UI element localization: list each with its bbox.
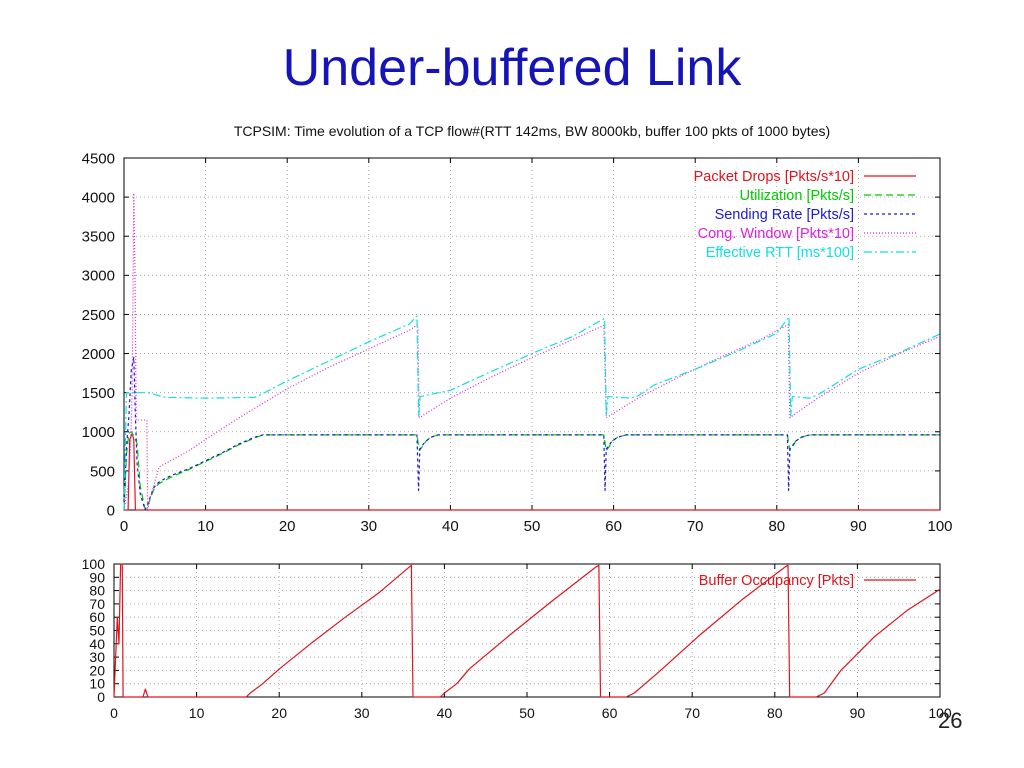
x-tick-label: 10	[197, 518, 214, 535]
x-tick-label: 20	[271, 705, 287, 721]
x-tick-label: 30	[354, 705, 370, 721]
x-tick-label: 70	[687, 518, 704, 535]
legend-label: Sending Rate [Pkts/s]	[715, 207, 854, 223]
series-line-0-0	[124, 432, 940, 511]
legend-label: Packet Drops [Pkts/s*10]	[694, 169, 854, 185]
x-tick-label: 10	[189, 705, 205, 721]
x-tick-label: 50	[524, 518, 541, 535]
y-tick-label: 30	[89, 649, 105, 665]
x-tick-label: 70	[684, 705, 700, 721]
legend-label: Effective RTT [ms*100]	[706, 245, 854, 261]
y-tick-label: 4500	[82, 150, 115, 167]
y-tick-label: 2500	[82, 307, 115, 324]
x-tick-label: 0	[120, 518, 128, 535]
y-tick-label: 0	[97, 689, 105, 705]
series-line-0-4	[123, 315, 941, 511]
series-line-0-3	[123, 192, 941, 511]
x-tick-label: 100	[927, 518, 952, 535]
x-tick-label: 50	[519, 705, 535, 721]
y-tick-label: 80	[89, 583, 105, 599]
x-tick-label: 20	[279, 518, 296, 535]
y-tick-label: 1500	[82, 385, 115, 402]
y-tick-label: 3500	[82, 229, 115, 246]
y-tick-label: 10	[89, 676, 105, 692]
y-tick-label: 1000	[82, 424, 115, 441]
y-tick-label: 500	[90, 463, 115, 480]
x-tick-label: 40	[437, 705, 453, 721]
y-tick-label: 4000	[82, 190, 115, 207]
y-tick-label: 20	[89, 662, 105, 678]
y-tick-label: 60	[89, 609, 105, 625]
y-tick-label: 3000	[82, 268, 115, 285]
upper-chart: 0 10 20 30 40 50 60 70 80 90 100050010001500200025…	[82, 150, 953, 535]
x-tick-label: 0	[110, 705, 118, 721]
y-tick-label: 0	[107, 502, 115, 519]
x-tick-label: 60	[605, 518, 622, 535]
y-tick-label: 100	[82, 556, 106, 572]
slide-title: Under-buffered Link	[282, 39, 742, 97]
chart-title: TCPSIM: Time evolution of a TCP flow#(RT…	[234, 123, 830, 139]
x-tick-label: 40	[442, 518, 459, 535]
slide-number: 26	[938, 708, 963, 733]
series-line-0-2	[123, 356, 940, 511]
y-tick-label: 50	[89, 623, 105, 639]
series-line-1-0	[113, 563, 941, 698]
x-tick-label: 80	[768, 518, 785, 535]
legend-label: Utilization [Pkts/s]	[740, 188, 854, 204]
legend-label: Cong. Window [Pkts*10]	[698, 226, 854, 242]
x-tick-label: 100	[928, 705, 952, 721]
y-tick-label: 90	[89, 569, 105, 585]
y-tick-label: 70	[89, 596, 105, 612]
x-tick-label: 60	[602, 705, 618, 721]
x-tick-label: 30	[360, 518, 377, 535]
lower-chart: 0 10 20 30 40 50 60 70 80 90 100010203040506070809…	[82, 556, 952, 721]
x-tick-label: 90	[850, 518, 867, 535]
y-tick-label: 2000	[82, 346, 115, 363]
x-tick-label: 80	[767, 705, 783, 721]
x-tick-label: 90	[850, 705, 866, 721]
y-tick-label: 40	[89, 636, 105, 652]
legend-label: Buffer Occupancy [Pkts]	[699, 573, 854, 589]
